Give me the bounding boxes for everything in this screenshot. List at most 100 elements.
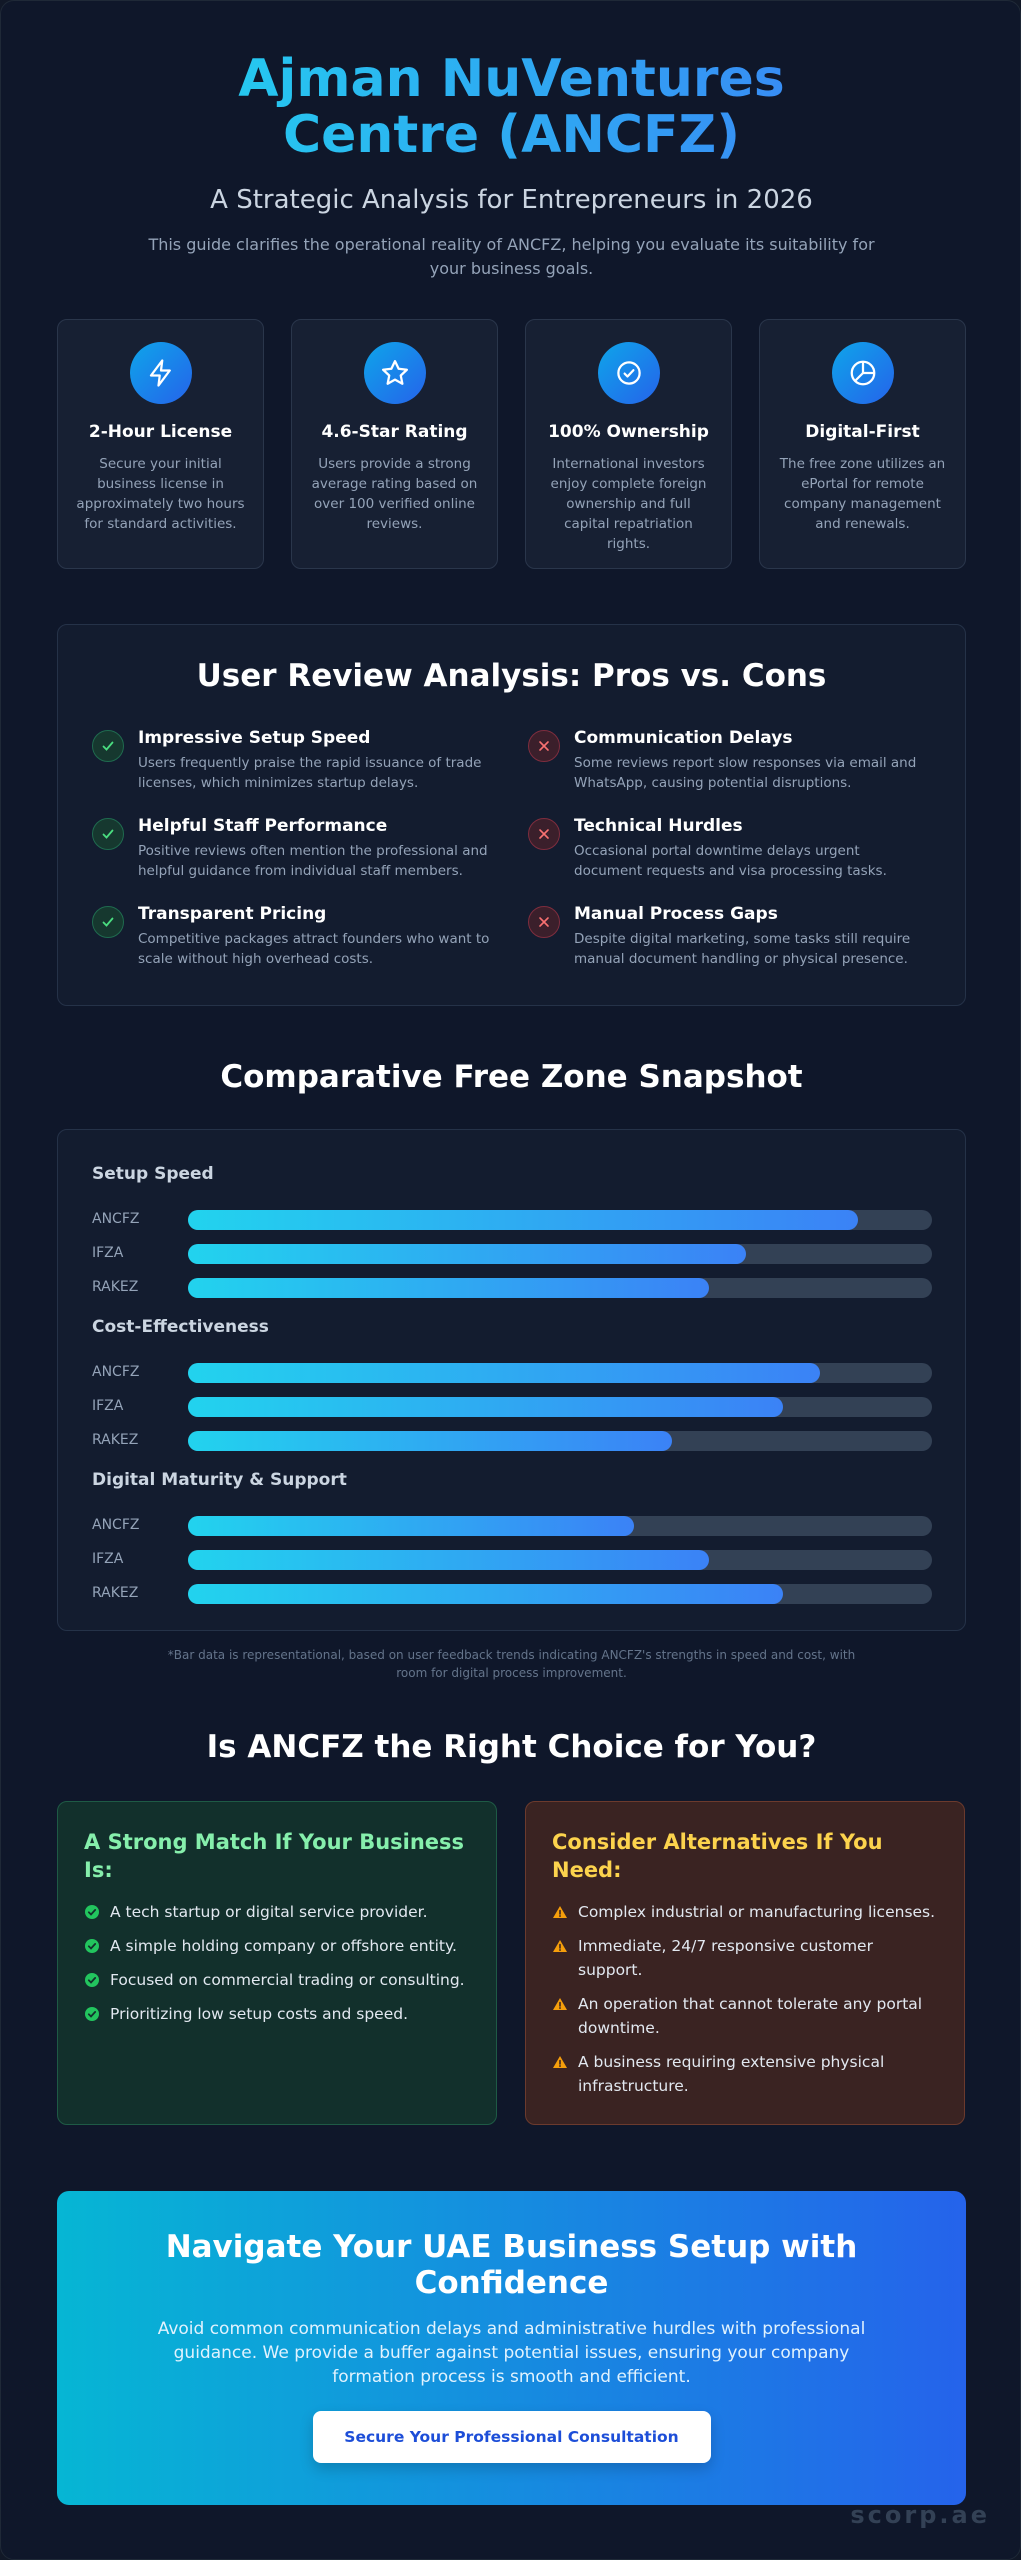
con-desc: Occasional portal downtime delays urgent… bbox=[574, 843, 887, 879]
alternatives-card: Consider Alternatives If You Need: Compl… bbox=[525, 1801, 965, 2125]
chart-bar-row: IFZA bbox=[92, 1397, 932, 1417]
chart-bar-row: RAKEZ bbox=[92, 1431, 932, 1451]
list-item: Complex industrial or manufacturing lice… bbox=[552, 1900, 938, 1924]
con-title: Technical Hurdles bbox=[574, 816, 743, 836]
chart-bar-track bbox=[188, 1278, 932, 1298]
con-item: Communication Delays Some reviews report… bbox=[528, 728, 928, 793]
chart-bar-row: ANCFZ bbox=[92, 1516, 932, 1536]
cta-text: Avoid common communication delays and ad… bbox=[157, 2319, 866, 2387]
check-circle-icon bbox=[85, 2007, 99, 2021]
chart-category-label: RAKEZ bbox=[92, 1585, 139, 1601]
chart-category-label: IFZA bbox=[92, 1398, 124, 1414]
con-title: Manual Process Gaps bbox=[574, 904, 778, 924]
stat-card-license: 2-Hour License Secure your initial busin… bbox=[57, 319, 264, 569]
strong-match-list: A tech startup or digital service provid… bbox=[84, 1900, 470, 2026]
x-mark-icon bbox=[528, 818, 560, 850]
chart-bar bbox=[188, 1278, 709, 1298]
review-title: User Review Analysis: Pros vs. Cons bbox=[196, 658, 827, 694]
pro-title: Helpful Staff Performance bbox=[138, 816, 388, 836]
list-item-text: Immediate, 24/7 responsive customer supp… bbox=[578, 1937, 873, 1979]
stat-desc: Users provide a strong average rating ba… bbox=[311, 456, 478, 532]
chart-bar-row: IFZA bbox=[92, 1244, 932, 1264]
chart-bar-row: IFZA bbox=[92, 1550, 932, 1570]
pro-title: Impressive Setup Speed bbox=[138, 728, 371, 748]
con-desc: Despite digital marketing, some tasks st… bbox=[574, 931, 911, 967]
chart-bar-track bbox=[188, 1584, 932, 1604]
con-item: Manual Process Gaps Despite digital mark… bbox=[528, 904, 928, 969]
pro-desc: Competitive packages attract founders wh… bbox=[138, 931, 490, 967]
chart-group-label: Setup Speed bbox=[92, 1164, 214, 1184]
list-item-text: A tech startup or digital service provid… bbox=[110, 1903, 428, 1921]
chart-bar bbox=[188, 1550, 709, 1570]
chart-bar-track bbox=[188, 1431, 932, 1451]
check-circle-icon bbox=[85, 1905, 99, 1919]
cta-banner: Navigate Your UAE Business Setup with Co… bbox=[57, 2191, 966, 2505]
warning-icon bbox=[553, 1940, 567, 1952]
con-desc: Some reviews report slow responses via e… bbox=[574, 755, 917, 791]
consultation-button[interactable]: Secure Your Professional Consultation bbox=[312, 2411, 711, 2463]
chart-category-label: IFZA bbox=[92, 1551, 124, 1567]
strong-match-card: A Strong Match If Your Business Is: A te… bbox=[57, 1801, 497, 2125]
lightning-icon bbox=[129, 342, 192, 404]
stat-desc: Secure your initial business license in … bbox=[76, 456, 245, 532]
chart-bar-track bbox=[188, 1397, 932, 1417]
pro-desc: Positive reviews often mention the profe… bbox=[138, 843, 488, 879]
chart-bar-track bbox=[188, 1550, 932, 1570]
alternatives-list: Complex industrial or manufacturing lice… bbox=[552, 1900, 938, 2098]
chart-bar-row: ANCFZ bbox=[92, 1210, 932, 1230]
stat-card-ownership: 100% Ownership International investors e… bbox=[525, 319, 732, 569]
chart-bar bbox=[188, 1397, 784, 1417]
chart-bar-track bbox=[188, 1210, 932, 1230]
chart-bar-row: RAKEZ bbox=[92, 1584, 932, 1604]
pro-item: Impressive Setup Speed Users frequently … bbox=[92, 728, 492, 793]
list-item-text: Complex industrial or manufacturing lice… bbox=[578, 1903, 936, 1921]
chart-group-label: Digital Maturity & Support bbox=[92, 1470, 347, 1490]
pro-item: Helpful Staff Performance Positive revie… bbox=[92, 816, 492, 881]
stat-desc: International investors enjoy complete f… bbox=[550, 456, 707, 552]
page-title: Ajman NuVentures Centre (ANCFZ) bbox=[132, 51, 892, 163]
watermark: scorp.ae bbox=[850, 2501, 990, 2529]
check-icon bbox=[92, 730, 124, 762]
chart-bar bbox=[188, 1363, 821, 1383]
check-circle-icon bbox=[85, 1939, 99, 1953]
chart-bar bbox=[188, 1431, 672, 1451]
star-icon bbox=[363, 342, 426, 404]
hero-section: Ajman NuVentures Centre (ANCFZ) A Strate… bbox=[1, 51, 1020, 281]
check-circle-icon bbox=[85, 1973, 99, 1987]
list-item: A simple holding company or offshore ent… bbox=[84, 1934, 470, 1958]
list-item-text: An operation that cannot tolerate any po… bbox=[578, 1995, 923, 2037]
chart-bar bbox=[188, 1516, 635, 1536]
comparison-chart-panel: Setup Speed ANCFZ IFZA RAKEZ Cost-Effectiven… bbox=[57, 1129, 966, 1631]
x-mark-icon bbox=[528, 906, 560, 938]
con-item: Technical Hurdles Occasional portal down… bbox=[528, 816, 928, 881]
list-item: A tech startup or digital service provid… bbox=[84, 1900, 470, 1924]
chart-bar bbox=[188, 1584, 784, 1604]
warning-icon bbox=[553, 1998, 567, 2010]
chart-bar-row: ANCFZ bbox=[92, 1363, 932, 1383]
warning-icon bbox=[553, 2056, 567, 2068]
stat-card-rating: 4.6-Star Rating Users provide a strong a… bbox=[291, 319, 498, 569]
list-item-text: Focused on commercial trading or consult… bbox=[110, 1971, 465, 1989]
chart-category-label: ANCFZ bbox=[92, 1517, 140, 1533]
pro-desc: Users frequently praise the rapid issuan… bbox=[138, 755, 482, 791]
stats-row: 2-Hour License Secure your initial busin… bbox=[57, 319, 966, 569]
list-item: Prioritizing low setup costs and speed. bbox=[84, 2002, 470, 2026]
strong-match-title: A Strong Match If Your Business Is: bbox=[84, 1830, 465, 1882]
con-title: Communication Delays bbox=[574, 728, 793, 748]
list-item: An operation that cannot tolerate any po… bbox=[552, 1992, 938, 2040]
list-item: Immediate, 24/7 responsive customer supp… bbox=[552, 1934, 938, 1982]
chart-bar bbox=[188, 1244, 746, 1264]
pie-chart-icon bbox=[831, 342, 894, 404]
chart-category-label: IFZA bbox=[92, 1245, 124, 1261]
chart-category-label: RAKEZ bbox=[92, 1432, 139, 1448]
alternatives-title: Consider Alternatives If You Need: bbox=[552, 1830, 883, 1882]
chart-footnote: *Bar data is representational, based on … bbox=[167, 1648, 856, 1680]
chart-bar-track bbox=[188, 1516, 932, 1536]
list-item: Focused on commercial trading or consult… bbox=[84, 1968, 470, 1992]
badge-check-icon bbox=[597, 342, 660, 404]
chart-category-label: ANCFZ bbox=[92, 1211, 140, 1227]
list-item: A business requiring extensive physical … bbox=[552, 2050, 938, 2098]
stat-title: Digital-First bbox=[805, 422, 920, 442]
list-item-text: A simple holding company or offshore ent… bbox=[110, 1937, 457, 1955]
list-item-text: Prioritizing low setup costs and speed. bbox=[110, 2005, 409, 2023]
